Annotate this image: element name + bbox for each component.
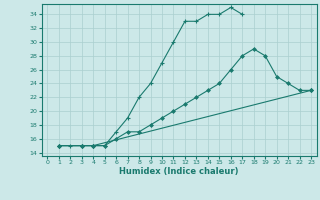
X-axis label: Humidex (Indice chaleur): Humidex (Indice chaleur) [119, 167, 239, 176]
